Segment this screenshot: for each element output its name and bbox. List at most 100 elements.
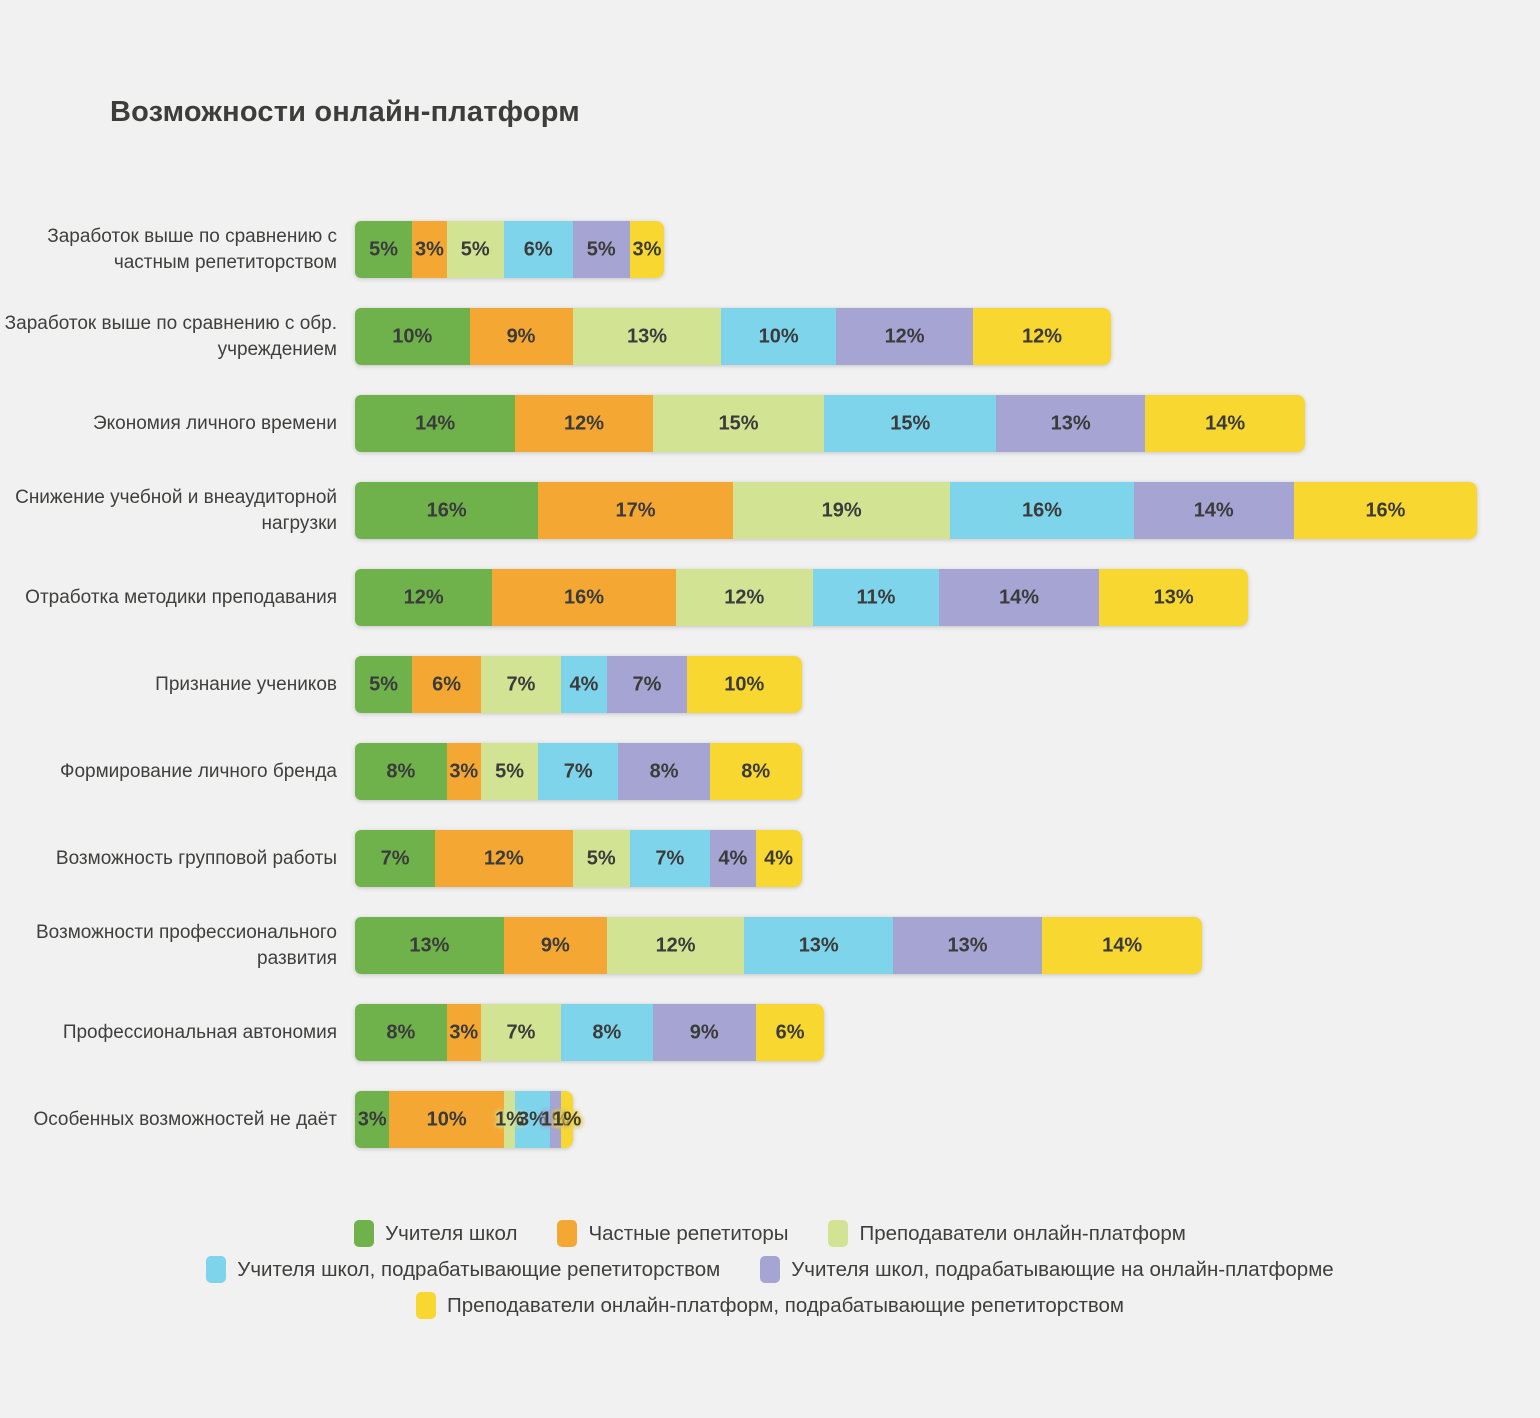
segment-value-label: 15%: [890, 412, 931, 434]
segment-value-label: 8%: [649, 760, 679, 782]
segment-value-label: 3%: [357, 1108, 387, 1130]
bar-segment: 12%: [835, 308, 974, 365]
bar-segment: 16%: [492, 569, 676, 626]
bar-segment: 7%: [480, 1004, 562, 1061]
bar-segment: 3%: [515, 1091, 550, 1148]
bar-segment: 5%: [355, 221, 413, 278]
segment-value-label: 8%: [386, 760, 416, 782]
segment-value-label: 9%: [689, 1021, 719, 1043]
bar-segment: 10%: [389, 1091, 504, 1148]
legend-swatch-icon: [206, 1256, 227, 1283]
chart-row: Заработок выше по сравнению с обр. учреж…: [0, 308, 1540, 365]
row-label: Формирование личного бренда: [60, 760, 337, 782]
legend-line: Преподаватели онлайн-платформ, подрабаты…: [415, 1292, 1124, 1319]
bar-segment: 8%: [561, 1004, 653, 1061]
bar-segment: 5%: [446, 221, 504, 278]
bar-segment: 8%: [355, 743, 447, 800]
bar-segment: 3%: [355, 1091, 390, 1148]
bar-segment: 7%: [606, 656, 688, 713]
segment-value-label: 5%: [460, 238, 490, 260]
bar-segment: 4%: [561, 656, 607, 713]
row-label: Возможности профессионального развития: [35, 922, 337, 969]
segment-value-label: 7%: [563, 760, 593, 782]
segment-value-label: 3%: [449, 760, 479, 782]
bar-segment: 7%: [355, 830, 436, 887]
row-label: Экономия личного времени: [92, 412, 337, 434]
segment-value-label: 5%: [495, 760, 525, 782]
segment-value-label: 13%: [626, 325, 667, 347]
bar-segment: 7%: [629, 830, 710, 887]
legend-line: Учителя школ Частные репетиторы Преподават…: [354, 1220, 1186, 1247]
legend-label: Преподаватели онлайн-платформ: [859, 1221, 1186, 1245]
segment-value-label: 3%: [414, 238, 444, 260]
bar-segment: 14%: [355, 395, 516, 452]
bar-segment: 15%: [652, 395, 825, 452]
bar-segment: 5%: [355, 656, 413, 713]
legend-swatch-icon: [557, 1220, 578, 1247]
segment-value-label: 9%: [540, 934, 570, 956]
bar-segment: 4%: [755, 830, 802, 887]
segment-value-label: 16%: [1021, 499, 1062, 521]
bar-segment: 12%: [973, 308, 1111, 365]
segment-value-label: 8%: [592, 1021, 622, 1043]
bar-segment: 19%: [732, 482, 951, 539]
chart-row: Формирование личного бренда 8% 3% 5% 7% 8% 8%: [0, 743, 1540, 800]
bar-segment: 12%: [606, 917, 745, 974]
legend-swatch-icon: [354, 1220, 375, 1247]
chart-rows: Заработок выше по сравнению с частным ре…: [0, 221, 1540, 1148]
bar-segment: 9%: [652, 1004, 756, 1061]
segment-value-label: 4%: [569, 673, 599, 695]
bar-segment: 7%: [538, 743, 619, 800]
bar-segment: 12%: [435, 830, 573, 887]
segment-value-label: 9%: [506, 325, 536, 347]
chart-row: Заработок выше по сравнению с частным ре…: [0, 221, 1540, 278]
segment-value-label: 12%: [563, 412, 604, 434]
segment-value-label: 1%: [540, 1108, 570, 1130]
legend-swatch-icon: [415, 1292, 436, 1319]
segment-value-label: 15%: [718, 412, 759, 434]
chart-row: Снижение учебной и внеаудиторной нагрузк…: [0, 482, 1540, 539]
bar-segment: 1%: [495, 1091, 524, 1148]
bar-segment: 9%: [469, 308, 573, 365]
segment-value-label: 4%: [718, 847, 748, 869]
legend-label: Учителя школ: [385, 1221, 518, 1245]
bar-segment: 1%: [552, 1091, 581, 1148]
bar-segment: 16%: [355, 482, 539, 539]
bar-segment: 5%: [572, 830, 630, 887]
bar-segment: 8%: [709, 743, 802, 800]
segment-value-label: 7%: [506, 1021, 536, 1043]
bar-segment: 13%: [744, 917, 894, 974]
row-label: Профессиональная автономия: [62, 1021, 337, 1043]
bar-segment: 1%: [541, 1091, 570, 1148]
segment-value-label: 6%: [775, 1021, 805, 1043]
row-bar: 12% 16% 12% 11% 14% 13%: [355, 569, 1249, 626]
legend-line: Учителя школ, подрабатывающие репетиторс…: [206, 1256, 1334, 1283]
row-bar: 16% 17% 19% 16% 14% 16%: [355, 482, 1478, 539]
bar-segment: 13%: [572, 308, 722, 365]
row-bar: 5% 6% 7% 4% 7% 10%: [355, 656, 802, 713]
segment-value-label: 8%: [386, 1021, 416, 1043]
bar-segment: 13%: [355, 917, 504, 974]
bar-segment: 14%: [1041, 917, 1203, 974]
row-bar: 3% 10% 1% 3% 1% 1%: [355, 1091, 581, 1148]
bar-segment: 16%: [1293, 482, 1478, 539]
bar-segment: 6%: [755, 1004, 825, 1061]
legend-item: Частные репетиторы: [557, 1220, 788, 1247]
legend-swatch-icon: [760, 1256, 781, 1283]
segment-value-label: 10%: [392, 325, 433, 347]
bar-segment: 12%: [675, 569, 813, 626]
segment-value-label: 16%: [563, 586, 604, 608]
bar-segment: 14%: [1133, 482, 1294, 539]
bar-segment: 13%: [996, 395, 1146, 452]
segment-value-label: 11%: [856, 586, 896, 608]
segment-value-label: 10%: [426, 1108, 467, 1130]
chart-row: Профессиональная автономия 8% 3% 7% 8% 9% 6%: [0, 1004, 1540, 1061]
chart-legend: Учителя школ Частные репетиторы Преподават…: [0, 1220, 1540, 1319]
segment-value-label: 3%: [449, 1021, 479, 1043]
row-bar: 7% 12% 5% 7% 4% 4%: [355, 830, 802, 887]
segment-value-label: 10%: [724, 673, 765, 695]
segment-value-label: 19%: [821, 499, 862, 521]
bar-segment: 10%: [355, 308, 470, 365]
legend-swatch-icon: [828, 1220, 849, 1247]
bar-segment: 6%: [412, 656, 481, 713]
